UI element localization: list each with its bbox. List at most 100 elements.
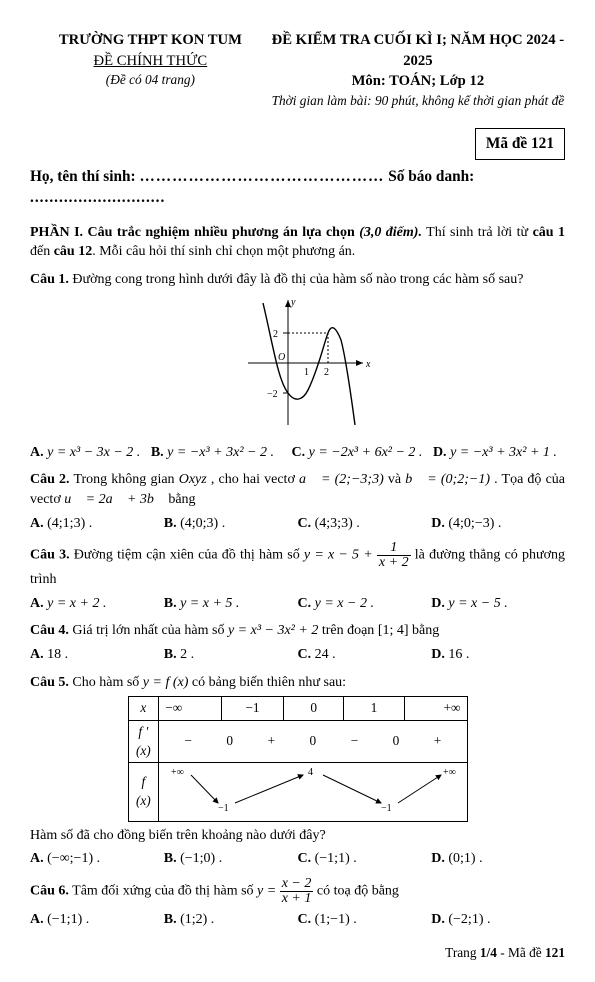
part1-rest: Thí sinh trả lời từ [422,225,533,240]
q3-num: 1 [377,541,411,556]
name-label: Họ, tên thí sinh: [30,168,139,185]
q6-C: (1;−1) . [315,912,357,927]
q2-t3: và [384,472,406,487]
q6-A: (−1;1) . [47,912,89,927]
q6-t1: Tâm đối xứng của đồ thị hàm số [69,884,257,899]
q2-b: b⃗ = (0;2;−1) [405,472,490,487]
code-row: Mã đề 121 [30,118,565,159]
duration: Thời gian làm bài: 90 phút, không kể thờ… [271,92,565,111]
q1-A: y = x³ − 3x − 2 . [47,443,140,463]
q2-t5: bằng [165,492,196,507]
svg-text:−1: −1 [381,803,392,814]
q1-B: y = −x³ + 3x² − 2 . [167,443,274,463]
footer-page: 1/4 [480,945,497,960]
question-1: Câu 1. Đường cong trong hình dưới đây là… [30,270,565,290]
q2-B: (4;0;3) . [180,516,225,531]
sbd-dots: ............................ [30,189,165,206]
q1-label: Câu 1. [30,272,69,287]
q5-D: (0;1) . [448,851,482,866]
q4-t1: Giá trị lớn nhất của hàm số [69,623,228,638]
q2-a: a⃗ = (2;−3;3) [299,472,384,487]
vt-x0: −∞ [159,697,222,721]
q2-oxyz: Oxyz [179,472,207,487]
q2-D: (4;0;−3) . [448,516,501,531]
vt-fp3: 0 [300,730,325,753]
part1-heading: PHẦN I. Câu trắc nghiệm nhiều phương án … [30,223,565,262]
xtick-1: 1 [304,367,309,378]
q3-options: A. y = x + 2 . B. y = x + 5 . C. y = x −… [30,594,565,614]
vt-fp6: + [408,730,466,753]
q4-B: 2 . [180,647,194,662]
footer: Trang 1/4 - Mã đề 121 [30,944,565,963]
q5-func: y = f (x) [143,675,189,690]
q3-D: y = x − 5 . [448,596,507,611]
q5-t2: có bảng biến thiên như sau: [188,675,346,690]
question-2: Câu 2. Trong không gian Oxyz , cho hai v… [30,470,565,509]
q6-num: x − 2 [280,877,314,892]
question-3: Câu 3. Đường tiệm cận xiên của đồ thị hà… [30,541,565,590]
q3-B: y = x + 5 . [180,596,239,611]
q6-D: (−2;1) . [448,912,490,927]
variation-table: x −∞ −1 0 1 +∞ f ′(x) − 0 + 0 − 0 + f (x… [128,696,468,822]
svg-text:+∞: +∞ [443,767,456,778]
q5-sub: Hàm số đã cho đồng biến trên khoảng nào … [30,826,565,846]
part1-from: câu 1 [533,225,565,240]
q6-t2: có toạ độ bằng [313,884,399,899]
q2-t1: Trong không gian [70,472,179,487]
q2-options: A. (4;1;3) . B. (4;0;3) . C. (4;3;3) . D… [30,514,565,534]
q4-t2: trên đoạn [318,623,377,638]
q6-options: A. (−1;1) . B. (1;2) . C. (1;−1) . D. (−… [30,910,565,930]
q1-text: Đường cong trong hình dưới đây là đồ thị… [69,272,524,287]
footer-t1: Trang [445,945,480,960]
footer-t2: - Mã đề [497,945,545,960]
q6-label: Câu 6. [30,884,69,899]
part1-bold: PHẦN I. Câu trắc nghiệm nhiều phương án … [30,225,359,240]
vt-x4: +∞ [404,697,467,721]
variation-table-wrap: x −∞ −1 0 1 +∞ f ′(x) − 0 + 0 − 0 + f (x… [30,696,565,822]
x-axis-label: x [365,359,371,370]
q5-options: A. (−∞;−1) . B. (−1;0) . C. (−1;1) . D. … [30,849,565,869]
question-4: Câu 4. Giá trị lớn nhất của hàm số y = x… [30,621,565,641]
q4-A: 18 . [47,647,68,662]
name-dots: ……………………………………… [139,168,384,185]
q6-fpre: y = [257,884,280,899]
q3-A: y = x + 2 . [47,596,106,611]
svg-text:−1: −1 [218,803,229,814]
q4-D: 16 . [448,647,469,662]
q2-t2: , cho hai vectơ [207,472,299,487]
vt-x1: −1 [221,697,283,721]
ytick-2: 2 [273,329,278,340]
q5-C: (−1;1) . [315,851,357,866]
q4-int: [1; 4] [378,623,409,638]
xtick-2: 2 [324,367,329,378]
origin-label: O [278,352,285,363]
vt-x2: 0 [284,697,344,721]
q1-C: y = −2x³ + 6x² − 2 . [309,443,423,463]
exam-code: Mã đề 121 [475,128,565,159]
vt-fp2: + [242,730,300,753]
q4-C: 24 . [315,647,336,662]
q3-fpre: y = x − 5 + [304,548,377,563]
student-row: Họ, tên thí sinh: ……………………………………… Số báo… [30,166,565,209]
cubic-graph-icon: O x y 2 −2 1 2 [223,295,373,430]
part1-tail: . Mỗi câu hỏi thí sinh chỉ chọn một phươ… [92,244,355,259]
y-axis-label: y [290,297,296,308]
q3-t1: Đường tiệm cận xiên của đồ thị hàm số [70,548,304,563]
exam-title: ĐỀ KIỂM TRA CUỐI KÌ I; NĂM HỌC 2024 - 20… [271,30,565,71]
page-count: (Đề có 04 trang) [30,71,271,90]
vt-x3: 1 [344,697,404,721]
q4-label: Câu 4. [30,623,69,638]
q4-func: y = x³ − 3x² + 2 [228,623,318,638]
ytick-neg2: −2 [267,389,278,400]
q2-label: Câu 2. [30,472,70,487]
q5-A: (−∞;−1) . [47,851,100,866]
question-5: Câu 5. Cho hàm số y = f (x) có bảng biến… [30,673,565,693]
official-label: ĐỀ CHÍNH THỨC [30,51,271,72]
q3-den: x + 2 [377,556,411,570]
header: TRƯỜNG THPT KON TUM ĐỀ CHÍNH THỨC (Đề có… [30,30,565,110]
q6-B: (1;2) . [180,912,214,927]
part1-to: đến [30,244,54,259]
vt-fp1: 0 [217,730,242,753]
q1-options: A. y = x³ − 3x − 2 . B. y = −x³ + 3x² − … [30,443,565,463]
header-left: TRƯỜNG THPT KON TUM ĐỀ CHÍNH THỨC (Đề có… [30,30,271,110]
